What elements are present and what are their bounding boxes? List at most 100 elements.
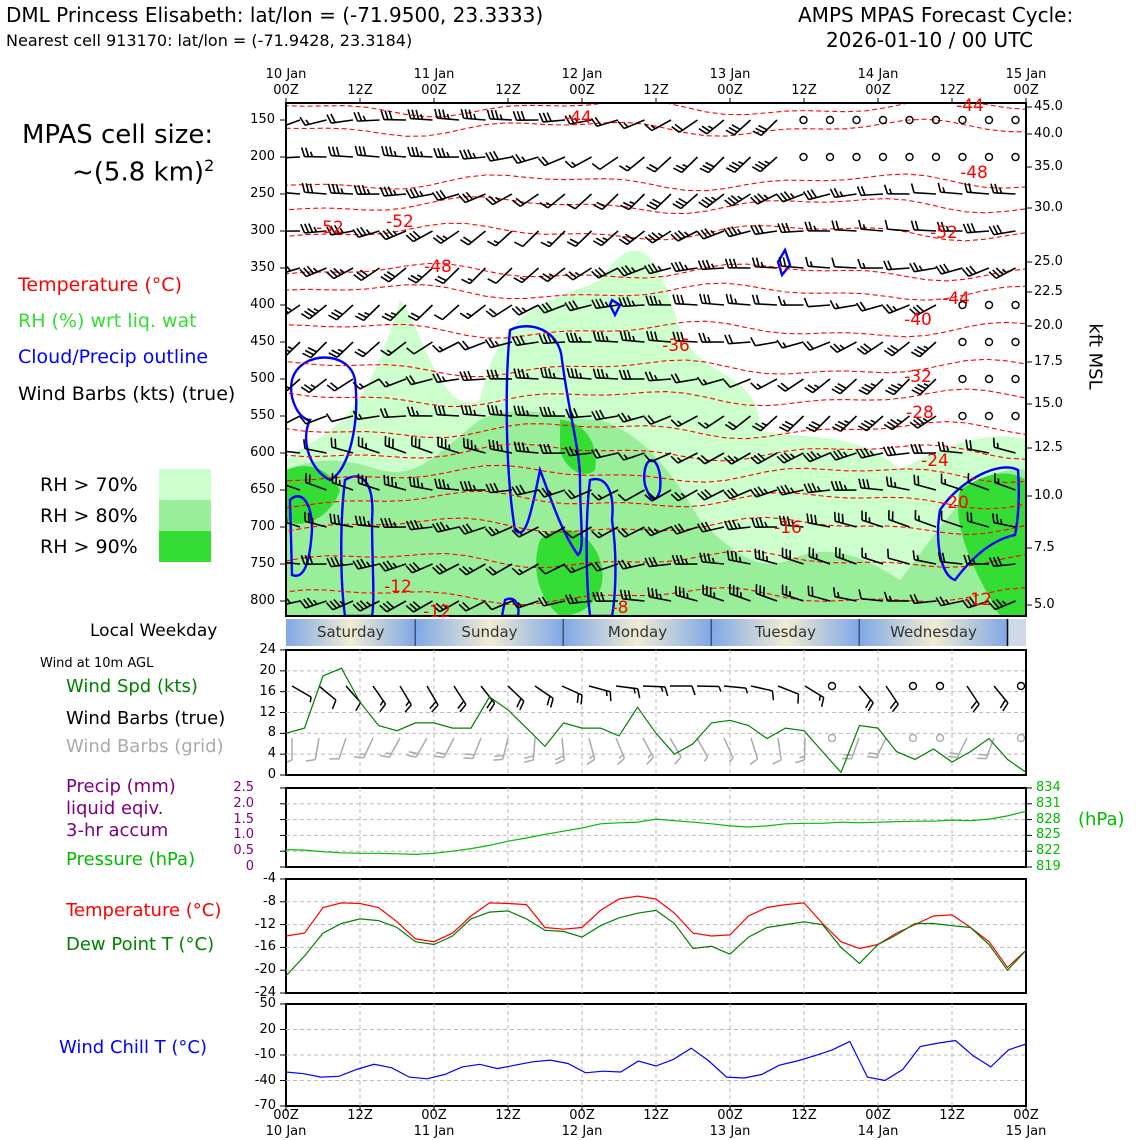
barb-feather — [836, 449, 844, 458]
barb-feather — [679, 554, 685, 565]
barb-feather — [890, 383, 900, 390]
barb-feather — [834, 480, 840, 491]
barb-feather — [727, 197, 736, 205]
barb-feather — [671, 554, 677, 565]
barb-feather — [724, 423, 734, 431]
barb-feather — [494, 369, 499, 380]
barb-feather — [969, 265, 977, 274]
cloud-outline-7 — [936, 466, 1020, 582]
barb-feather — [564, 446, 571, 456]
temperature-contour-label: -52 — [316, 218, 344, 238]
barb-feather — [488, 566, 497, 574]
barb-feather — [357, 111, 363, 122]
barb-feather — [405, 189, 412, 199]
surface-calm-circle-grid — [935, 733, 945, 743]
barb-feather — [724, 334, 730, 344]
pressure-tick-label: 300 — [250, 223, 275, 238]
wind-y-tick-label: 24 — [259, 642, 276, 657]
barb-feather — [432, 566, 440, 575]
pressure-tick-label: 650 — [250, 482, 275, 497]
barb-feather — [576, 693, 580, 703]
barb-shaft — [750, 685, 773, 692]
barb-feather — [362, 146, 367, 156]
barb-feather — [329, 269, 338, 278]
barb-feather — [308, 223, 314, 233]
height-tick-label: 45.0 — [1034, 99, 1063, 114]
calm-wind-circle — [931, 115, 941, 125]
barb-feather — [696, 523, 704, 533]
barb-feather — [678, 197, 688, 204]
barb-shaft — [286, 415, 301, 425]
barb-feather — [488, 338, 496, 347]
barb-feather — [519, 484, 526, 494]
wind-spd-label: Wind Spd (kts) — [66, 676, 198, 697]
barb-feather — [831, 388, 841, 395]
barb-shaft — [491, 600, 513, 611]
calm-wind-circle — [1011, 374, 1020, 384]
barb-half-feather — [659, 593, 662, 600]
bottom-time-hour: 12Z — [347, 1108, 373, 1123]
barb-feather — [651, 263, 659, 272]
barb-half-feather — [358, 383, 364, 388]
barb-feather — [352, 603, 361, 612]
barb-feather — [555, 759, 565, 765]
barb-feather — [515, 153, 522, 163]
barb-feather — [568, 594, 575, 604]
pressure-tick-label: 800 — [250, 593, 275, 608]
barb-feather — [992, 556, 999, 567]
barb-feather — [543, 406, 548, 417]
barb-half-feather — [446, 151, 450, 158]
pressure-tick-label: 831 — [1036, 795, 1061, 811]
barb-feather — [961, 268, 970, 277]
barb-feather — [407, 315, 418, 321]
barb-feather — [464, 405, 469, 415]
barb-feather — [749, 488, 757, 498]
barb-feather — [382, 602, 391, 611]
barb-feather — [841, 513, 844, 524]
barb-feather — [969, 597, 977, 606]
temperature-contour-label: -52 — [930, 223, 958, 243]
barb-feather — [697, 492, 705, 501]
barb-feather — [830, 480, 836, 491]
barb-feather — [379, 186, 385, 197]
barb-half-feather — [631, 300, 636, 306]
barb-half-feather — [764, 160, 770, 165]
barb-feather — [304, 147, 310, 157]
barb-feather — [749, 758, 758, 766]
barb-feather — [937, 182, 942, 193]
barb-feather — [777, 295, 783, 306]
barb-feather — [432, 604, 441, 613]
barb-feather — [460, 404, 465, 415]
temp-panel-label: Temperature (°C) — [66, 900, 222, 921]
temperature-contour-label: -52 — [386, 212, 414, 232]
barb-shaft — [888, 557, 910, 565]
barb-feather — [496, 440, 500, 451]
barb-feather — [754, 163, 764, 170]
barb-feather — [937, 441, 942, 452]
barb-feather — [810, 450, 818, 460]
barb-half-feather — [605, 373, 609, 379]
barb-half-feather — [682, 163, 688, 168]
barb-feather — [380, 110, 385, 120]
barb-feather — [707, 553, 711, 563]
legend-temperature: Temperature (°C) — [18, 274, 182, 296]
temp-y-tick-label: -4 — [263, 871, 276, 886]
barb-feather — [887, 347, 896, 354]
barb-feather — [731, 226, 738, 235]
height-tick-label: 12.5 — [1034, 440, 1063, 455]
barb-feather — [618, 369, 624, 380]
barb-feather — [672, 294, 677, 304]
barb-feather — [574, 368, 579, 379]
legend-rh70: RH > 70% — [40, 474, 138, 496]
barb-feather — [619, 589, 624, 600]
temperature-contour-label: -28 — [906, 403, 934, 423]
temperature-contour — [286, 173, 1026, 192]
barb-feather — [727, 455, 736, 463]
precip-tick-label: 1.5 — [233, 811, 254, 827]
barb-feather — [705, 161, 715, 168]
barb-feather — [564, 115, 571, 125]
wind-chill-line — [285, 1039, 1027, 1082]
calm-wind-circle — [799, 152, 808, 162]
barb-feather — [523, 759, 534, 763]
barb-feather — [309, 183, 314, 194]
